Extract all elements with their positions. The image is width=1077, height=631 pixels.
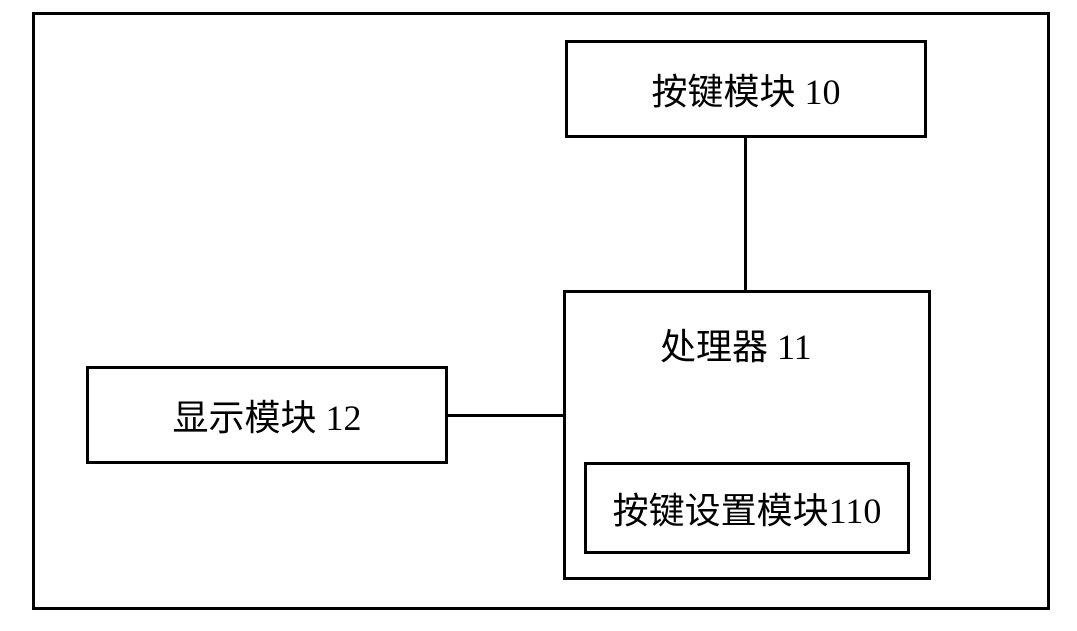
key-module-label: 按键模块 10 [651,63,840,115]
key-setting-module-label: 按键设置模块110 [613,482,882,534]
connector-horizontal [448,414,563,417]
connector-vertical [744,138,747,290]
processor-label: 处理器 11 [660,318,812,370]
key-module-block: 按键模块 10 [565,40,927,138]
display-module-label: 显示模块 12 [172,389,361,441]
key-setting-module-block: 按键设置模块110 [584,462,910,554]
display-module-block: 显示模块 12 [86,366,448,464]
